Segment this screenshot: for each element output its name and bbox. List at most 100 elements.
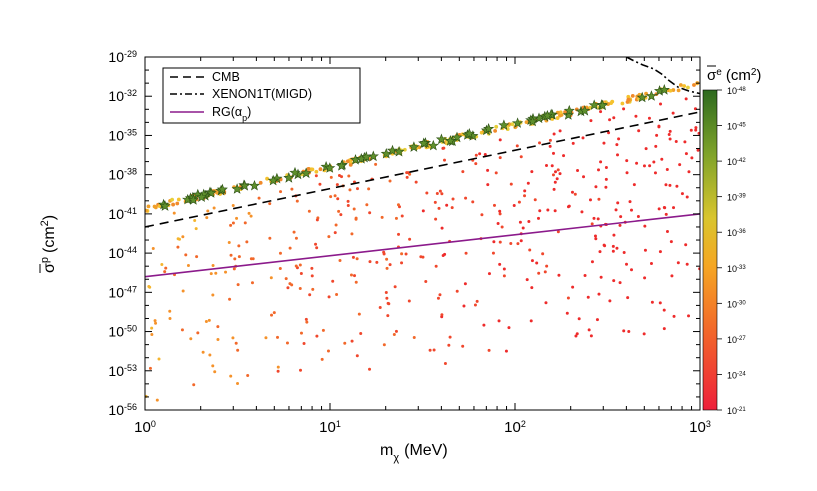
- scatter-point: [170, 197, 175, 202]
- y-tick-label: 10-38: [108, 167, 137, 183]
- scatter-point: [565, 311, 569, 315]
- scatter-point: [575, 332, 579, 336]
- scatter-point: [243, 221, 247, 225]
- scatter-point: [462, 304, 466, 308]
- scatter-point: [352, 207, 356, 211]
- scatter-point: [196, 331, 200, 335]
- star-point: [187, 194, 199, 205]
- colorbar-tick-label: 10-48: [727, 86, 746, 96]
- legend-cmb-label: CMB: [212, 70, 240, 84]
- scatter-point: [500, 225, 504, 229]
- y-axis-label: σp(cm2): [39, 215, 58, 273]
- scatter-point: [201, 350, 205, 354]
- scatter-point: [350, 232, 354, 236]
- star-point: [526, 115, 539, 127]
- scatter-point: [498, 138, 502, 142]
- scatter-point: [375, 260, 379, 264]
- scatter-point: [438, 293, 442, 297]
- scatter-point: [538, 141, 542, 145]
- scatter-point: [394, 329, 398, 333]
- scatter-point: [521, 226, 525, 230]
- scatter-point: [176, 237, 180, 241]
- scatter-point: [502, 267, 506, 271]
- scatter-point: [212, 206, 216, 210]
- scatter-point: [334, 223, 338, 227]
- scatter-point: [310, 167, 315, 172]
- scatter-point: [696, 148, 700, 152]
- scatter-point: [620, 101, 625, 106]
- scatter-point: [590, 260, 594, 264]
- scatter-point: [597, 292, 601, 296]
- colorbar-title: σe (cm2): [707, 67, 761, 85]
- legend-box: [162, 67, 361, 124]
- scatter-point: [659, 102, 663, 106]
- star-point: [645, 90, 658, 101]
- scatter-point: [530, 259, 534, 263]
- scatter-point: [434, 217, 438, 221]
- scatter-point: [440, 313, 444, 317]
- scatter-point: [678, 163, 682, 167]
- scatter-point: [525, 278, 529, 282]
- scatter-point: [602, 141, 606, 145]
- scatter-point: [498, 156, 502, 160]
- scatter-point: [168, 309, 172, 313]
- scatter-point: [164, 266, 168, 270]
- scatter-point: [610, 99, 615, 104]
- y-tick-label: 10-41: [108, 206, 137, 222]
- scatter-point: [694, 128, 698, 132]
- scatter-point: [229, 374, 233, 378]
- star-point: [563, 104, 575, 116]
- scatter-point: [654, 144, 658, 148]
- scatter-point: [440, 192, 444, 196]
- scatter-point: [211, 293, 215, 297]
- scatter-point: [604, 166, 608, 170]
- scatter-point: [487, 348, 491, 352]
- star-point: [386, 144, 399, 156]
- scatter-point: [245, 240, 249, 244]
- scatter-point: [616, 201, 620, 205]
- scatter-point: [355, 354, 359, 358]
- colorbar-tick-label: 10-42: [727, 157, 746, 167]
- scatter-point: [684, 243, 688, 247]
- scatter-point: [298, 263, 302, 267]
- scatter-point: [643, 248, 647, 252]
- scatter-point: [544, 301, 548, 305]
- scatter-point: [421, 209, 425, 213]
- scatter-point: [464, 196, 468, 200]
- scatter-point: [148, 366, 152, 370]
- scatter-point: [148, 285, 152, 289]
- scatter-point: [606, 102, 611, 106]
- scatter-point: [405, 171, 409, 175]
- scatter-point: [348, 188, 352, 192]
- scatter-point: [676, 88, 681, 93]
- scatter-point: [172, 211, 176, 215]
- scatter-point: [343, 341, 347, 345]
- scatter-point: [307, 209, 311, 213]
- scatter-point: [385, 266, 389, 270]
- scatter-point: [599, 160, 603, 164]
- y-tick-label: 10-32: [108, 88, 137, 104]
- scatter-point: [306, 167, 311, 171]
- scatter-point: [299, 368, 303, 372]
- scatter-point: [246, 373, 250, 377]
- scatter-point: [566, 296, 570, 300]
- scatter-point: [642, 164, 646, 168]
- svg-text:σp(cm2): σp(cm2): [39, 215, 58, 273]
- scatter-point: [314, 242, 318, 246]
- y-tick-label: 10-56: [108, 402, 137, 418]
- scatter-point: [526, 181, 530, 185]
- scatter-point: [497, 319, 501, 323]
- scatter-point: [581, 136, 585, 140]
- star-point: [393, 145, 405, 157]
- scatter-point: [594, 237, 598, 241]
- scatter-point: [461, 344, 465, 348]
- scatter-point: [635, 161, 639, 165]
- scatter-point: [655, 133, 659, 137]
- scatter-point: [336, 197, 340, 201]
- scatter-point: [308, 293, 312, 297]
- scatter-point: [231, 221, 235, 225]
- scatter-point: [249, 214, 253, 218]
- scatter-point: [333, 194, 337, 198]
- star-point: [579, 104, 591, 116]
